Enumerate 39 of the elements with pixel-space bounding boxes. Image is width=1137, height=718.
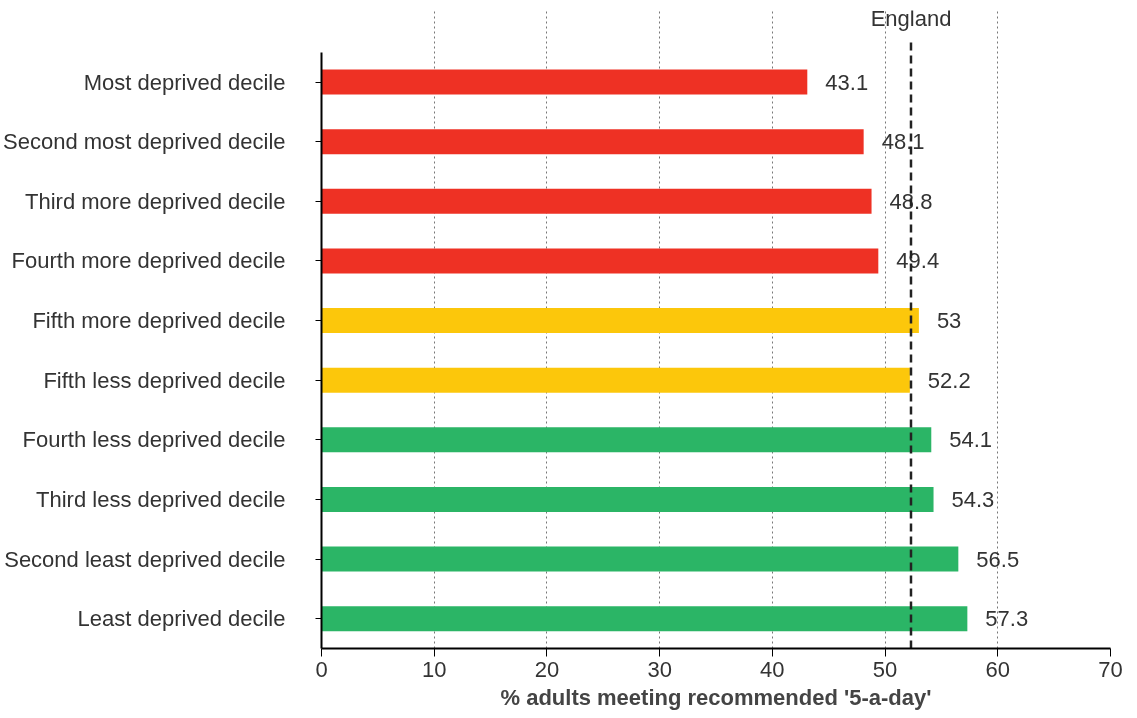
y-tick-label: Fourth more deprived decile bbox=[11, 248, 286, 274]
data-label: 48.8 bbox=[889, 188, 933, 214]
x-tick-label: 50 bbox=[872, 656, 898, 682]
y-tick-label: Fourth less deprived decile bbox=[22, 427, 286, 453]
x-tick-label: 60 bbox=[985, 656, 1011, 682]
data-label: 57.3 bbox=[985, 606, 1029, 632]
y-tick-label: Fifth more deprived decile bbox=[32, 308, 286, 334]
bar bbox=[321, 188, 872, 214]
x-tick-label: 10 bbox=[421, 656, 447, 682]
bar bbox=[321, 427, 932, 453]
y-tick-label: Third less deprived decile bbox=[36, 486, 286, 512]
data-label: 56.5 bbox=[976, 546, 1020, 572]
x-axis-title: % adults meeting recommended '5-a-day' bbox=[500, 684, 932, 710]
y-tick-label: Most deprived decile bbox=[83, 69, 286, 95]
data-label: 48.1 bbox=[881, 129, 925, 155]
data-label: 53 bbox=[936, 308, 962, 334]
ref-line-label: England bbox=[870, 6, 952, 32]
bar bbox=[321, 546, 959, 572]
x-tick-label: 0 bbox=[315, 656, 328, 682]
bar bbox=[321, 367, 910, 393]
bar bbox=[321, 69, 808, 95]
x-tick-label: 40 bbox=[760, 656, 785, 682]
bar bbox=[321, 129, 864, 155]
x-tick-label: 70 bbox=[1098, 656, 1123, 682]
y-tick-label: Second most deprived decile bbox=[3, 129, 286, 155]
x-tick-label: 30 bbox=[647, 656, 672, 682]
y-tick-label: Second least deprived decile bbox=[4, 546, 286, 572]
data-label: 54.1 bbox=[949, 427, 993, 453]
y-tick-label: Fifth less deprived decile bbox=[43, 367, 286, 393]
data-label: 43.1 bbox=[825, 69, 869, 95]
y-tick-label: Least deprived decile bbox=[77, 606, 286, 632]
x-tick-label: 20 bbox=[534, 656, 560, 682]
bar bbox=[321, 308, 919, 334]
data-label: 54.3 bbox=[951, 486, 995, 512]
data-label: 52.2 bbox=[927, 367, 971, 393]
y-tick-label: Third more deprived decile bbox=[25, 188, 286, 214]
bar bbox=[321, 248, 879, 274]
bar bbox=[321, 486, 934, 512]
bar bbox=[321, 606, 968, 632]
